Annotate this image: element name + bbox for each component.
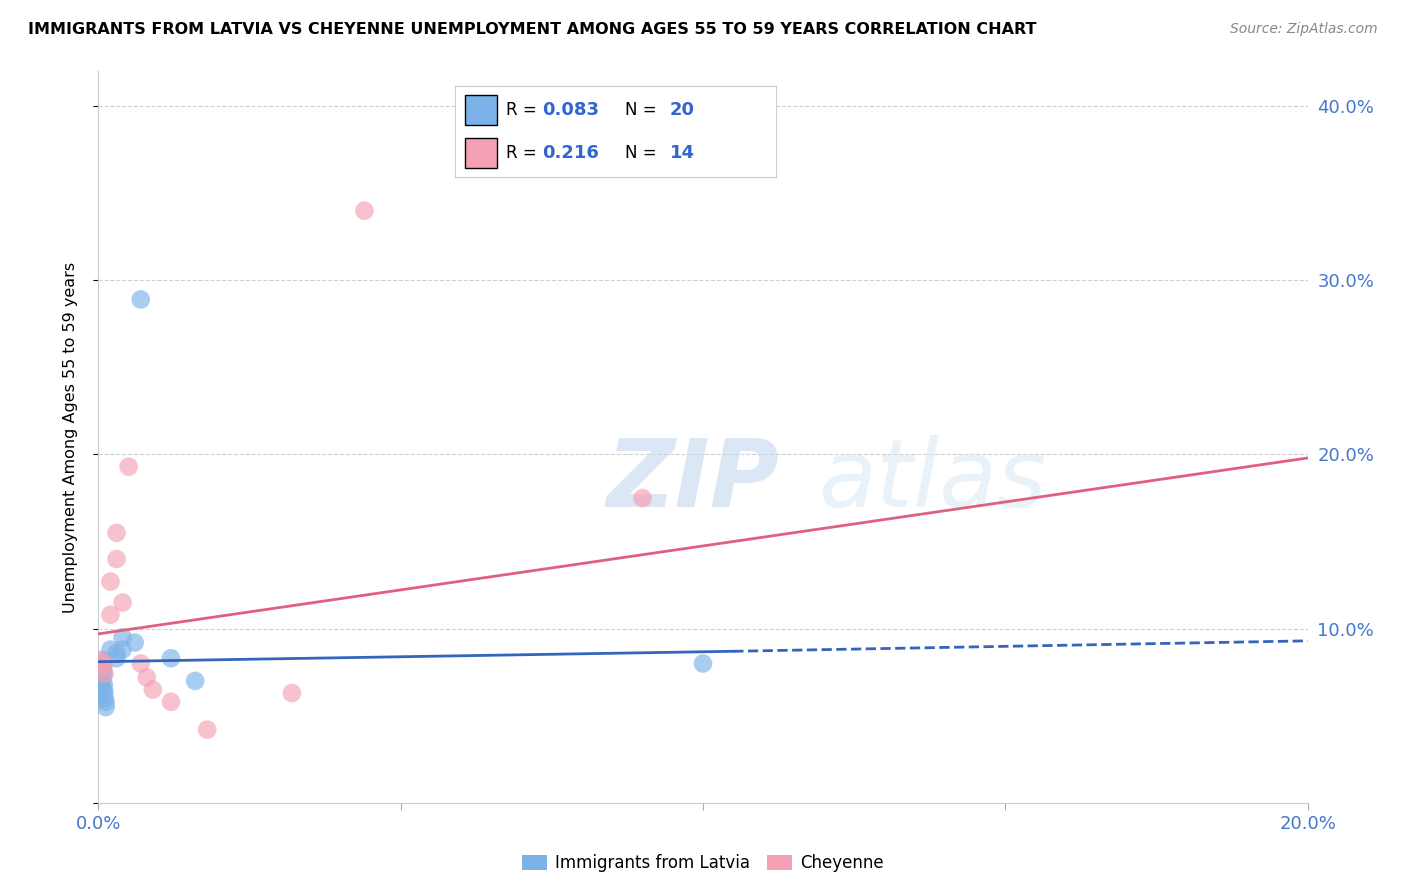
Legend: Immigrants from Latvia, Cheyenne: Immigrants from Latvia, Cheyenne [516, 847, 890, 879]
Point [91, 673, 114, 688]
Y-axis label: Unemployment Among Ages 55 to 59 years: Unemployment Among Ages 55 to 59 years [63, 261, 77, 613]
Point [93, 682, 115, 697]
Point [631, 491, 654, 505]
Point [93, 686, 115, 700]
Point [105, 552, 128, 566]
Point [100, 607, 122, 622]
Point [105, 651, 128, 665]
Point [91, 658, 114, 673]
Point [129, 293, 152, 307]
Point [90, 660, 112, 674]
Point [111, 631, 134, 645]
Point [105, 646, 128, 660]
Point [100, 642, 122, 657]
Point [100, 574, 122, 589]
Point [111, 642, 134, 657]
Point [91, 664, 114, 678]
Point [89, 660, 111, 674]
Point [93, 667, 115, 681]
Point [105, 525, 128, 540]
Point [93, 691, 115, 706]
Point [94, 695, 117, 709]
Point [195, 723, 218, 737]
Text: atlas: atlas [818, 435, 1046, 526]
Point [353, 203, 375, 218]
Point [129, 657, 152, 671]
Text: Source: ZipAtlas.com: Source: ZipAtlas.com [1230, 22, 1378, 37]
Point [89, 667, 111, 681]
Text: IMMIGRANTS FROM LATVIA VS CHEYENNE UNEMPLOYMENT AMONG AGES 55 TO 59 YEARS CORREL: IMMIGRANTS FROM LATVIA VS CHEYENNE UNEMP… [28, 22, 1036, 37]
Point [118, 459, 141, 474]
Point [93, 677, 115, 691]
Point [94, 700, 117, 714]
Point [692, 657, 714, 671]
Point [124, 635, 146, 649]
Point [135, 670, 157, 684]
Point [93, 657, 115, 671]
Text: ZIP: ZIP [606, 435, 779, 527]
Point [90, 670, 112, 684]
Point [281, 686, 304, 700]
Point [184, 673, 207, 688]
Point [142, 682, 165, 697]
Point [111, 595, 134, 609]
Point [160, 695, 183, 709]
Point [91, 653, 114, 667]
Point [89, 653, 111, 667]
Point [160, 651, 183, 665]
Point [91, 668, 114, 682]
